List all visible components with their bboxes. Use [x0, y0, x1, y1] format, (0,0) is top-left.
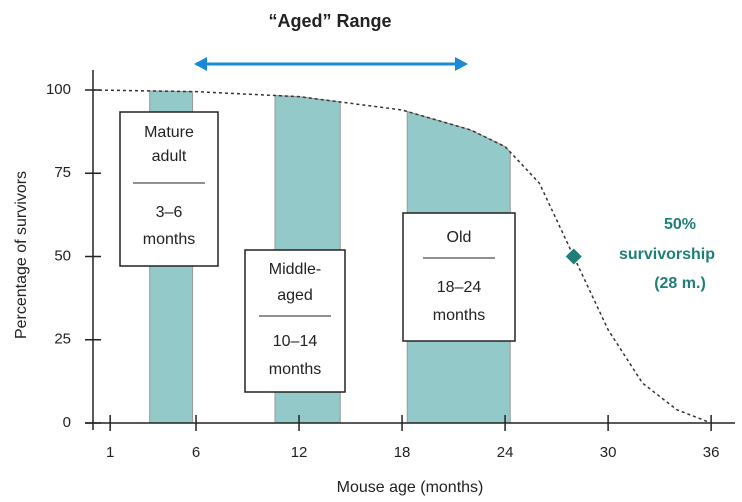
x-tick-label: 12	[291, 444, 308, 461]
stage-name: adult	[152, 148, 187, 165]
y-axis-label: Percentage of survivors	[13, 171, 30, 339]
survivorship-label: (28 m.)	[654, 275, 706, 292]
x-tick-label: 1	[106, 444, 114, 461]
chart-title: “Aged” Range	[268, 11, 391, 31]
stage-range: months	[433, 307, 485, 324]
arrow-head	[455, 57, 468, 71]
stage-box	[402, 212, 516, 342]
survival-curve	[92, 89, 712, 424]
stage-box	[119, 111, 219, 267]
stage-name: aged	[277, 287, 313, 304]
y-tick-label: 75	[54, 164, 71, 181]
survivorship-label: 50%	[664, 216, 696, 233]
stage-range: 10–14	[273, 333, 318, 350]
x-tick-label: 30	[600, 444, 617, 461]
survivorship-marker	[565, 248, 582, 265]
stage-box	[244, 249, 346, 393]
y-tick-label: 100	[46, 81, 71, 98]
stage-name: Old	[447, 229, 472, 246]
y-tick-label: 50	[54, 247, 71, 264]
y-tick-label: 25	[54, 331, 71, 348]
stage-range: months	[143, 231, 195, 248]
y-tick-label: 0	[63, 414, 71, 431]
x-tick-label: 36	[703, 444, 720, 461]
x-tick-label: 6	[192, 444, 200, 461]
stage-range: 3–6	[156, 204, 183, 221]
x-tick-label: 24	[497, 444, 514, 461]
stage-name: Mature	[144, 124, 194, 141]
stage-name: Middle-	[269, 261, 321, 278]
stage-range: months	[269, 361, 321, 378]
x-tick-label: 18	[394, 444, 411, 461]
stage-range: 18–24	[437, 279, 482, 296]
x-axis-label: Mouse age (months)	[337, 479, 484, 496]
arrow-head	[194, 57, 207, 71]
survivorship-label: survivorship	[619, 246, 715, 263]
